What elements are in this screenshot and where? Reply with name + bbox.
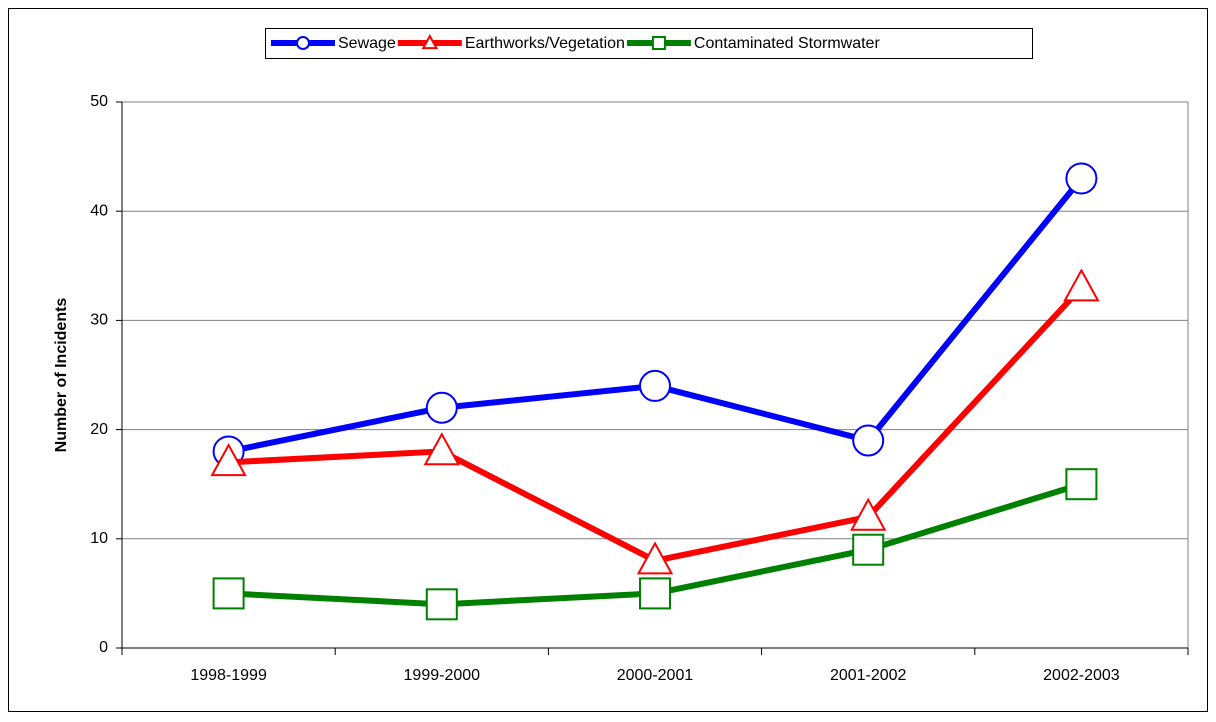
marker [1065,162,1098,195]
marker [651,36,666,50]
y-tick-label: 40 [90,202,108,219]
y-tick-label: 20 [90,421,108,438]
legend-label: Contaminated Stormwater [694,35,881,52]
x-tick-label: 1999-2000 [404,667,481,684]
marker [850,497,887,531]
marker [852,424,885,457]
marker [852,533,885,566]
y-tick-label: 0 [99,639,108,656]
marker [296,36,310,50]
x-tick-label: 2002-2003 [1043,667,1120,684]
y-axis-label: Number of Incidents [53,298,70,453]
y-tick-label: 30 [90,312,108,329]
marker [210,443,247,477]
marker [636,541,674,575]
marker [425,391,458,424]
legend-label: Sewage [338,35,396,52]
marker [1065,468,1098,501]
x-tick-label: 2001-2002 [830,667,907,684]
marker [639,369,671,402]
marker [423,432,460,466]
chart-frame [8,8,1208,712]
y-tick-label: 50 [90,93,108,110]
marker [212,577,245,610]
x-tick-label: 1998-1999 [190,667,267,684]
marker [639,577,671,610]
x-tick-label: 2000-2001 [617,667,694,684]
y-tick-label: 10 [90,530,108,547]
marker [425,588,458,621]
marker [421,34,439,50]
marker [1063,268,1100,302]
legend-label: Earthworks/Vegetation [465,35,625,52]
